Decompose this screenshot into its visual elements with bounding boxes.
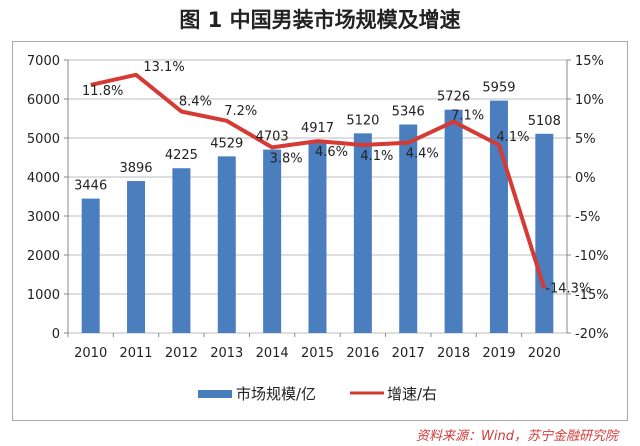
line-label: 4.6% [315,145,348,160]
x-axis-tick: 2012 [165,346,198,361]
bar-label: 5346 [392,105,425,120]
x-axis-tick: 2017 [392,346,425,361]
x-axis-tick: 2016 [346,346,379,361]
line-label: 7.1% [451,109,484,124]
x-axis-tick: 2014 [256,346,289,361]
bar [535,133,554,333]
x-axis-tick: 2018 [437,346,470,361]
line-label: 4.1% [360,149,393,164]
line-label: 13.1% [143,60,184,75]
right-axis-tick: -20% [575,327,609,342]
left-axis-tick: 1000 [27,288,60,303]
bar-label: 5108 [528,114,561,129]
right-axis-tick: -5% [575,210,600,225]
bar-label: 3446 [74,179,107,194]
bar-label: 4529 [210,136,243,151]
bar [217,156,236,333]
chart-title: 图 1 中国男装市场规模及增速 [179,8,461,32]
left-axis-tick: 6000 [27,93,60,108]
bar [308,141,327,333]
left-axis-tick: 2000 [27,249,60,264]
right-axis-tick: 0% [575,171,596,186]
bar-label: 4225 [165,148,198,163]
x-axis-tick: 2011 [119,346,152,361]
bar [81,198,100,333]
legend-label-line: 增速/右 [387,385,437,403]
left-axis-tick: 0 [52,327,60,342]
bar-label: 5726 [437,90,470,105]
x-axis-tick: 2019 [482,346,515,361]
source-note: 资料来源：Wind，苏宁金融研究院 [416,429,618,444]
left-axis-tick: 3000 [27,210,60,225]
bar [263,149,282,333]
right-axis-tick: 10% [575,93,604,108]
bar [399,124,418,333]
x-axis-tick: 2010 [74,346,107,361]
bar-label: 4703 [256,130,289,145]
left-axis-tick: 4000 [27,171,60,186]
bar [172,168,191,333]
x-axis-tick: 2020 [528,346,561,361]
legend-swatch-bar [198,390,232,398]
bar-label: 3896 [119,161,152,176]
right-axis-tick: -10% [575,249,609,264]
line-label: 11.8% [82,84,123,99]
right-axis-tick: -15% [575,288,609,303]
left-axis-tick: 7000 [27,54,60,69]
right-axis-tick: 15% [575,54,604,69]
chart-frame [12,41,628,421]
right-axis-tick: 5% [575,132,596,147]
x-axis-tick: 2013 [210,346,243,361]
line-label: 3.8% [270,151,303,166]
line-label: 4.1% [496,130,529,145]
line-label: -14.3% [545,282,591,297]
x-axis-tick: 2015 [301,346,334,361]
bar-label: 5959 [482,81,515,96]
line-label: 8.4% [179,94,212,109]
bar-label: 5120 [346,113,379,128]
legend-label-bar: 市场规模/亿 [236,385,316,403]
bar [444,109,463,333]
line-label: 7.2% [224,104,257,119]
line-label: 4.4% [406,147,439,162]
bar-label: 4917 [301,121,334,136]
bar [127,181,146,333]
bar [353,133,372,333]
left-axis-tick: 5000 [27,132,60,147]
